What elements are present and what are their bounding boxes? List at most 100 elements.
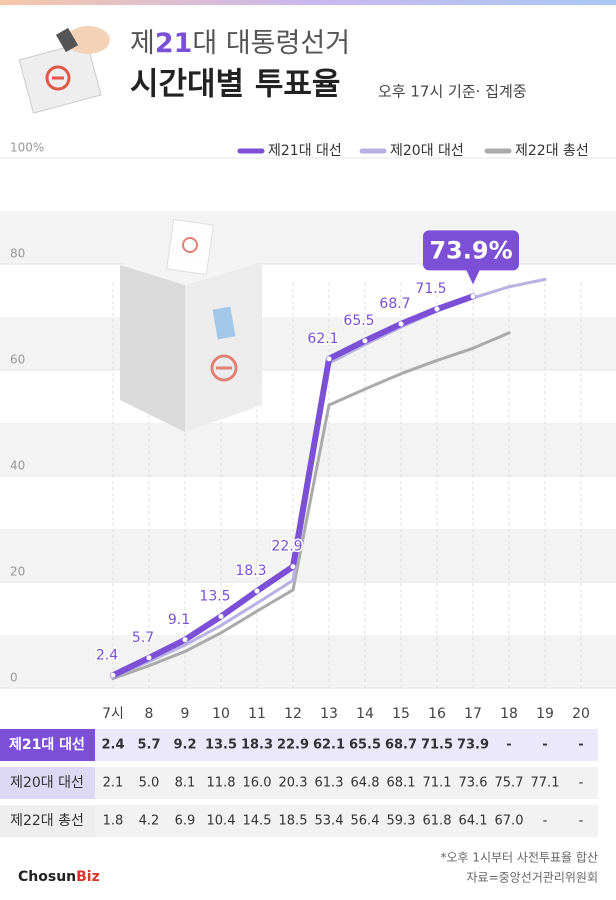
header-illustration bbox=[18, 26, 110, 114]
x-tick-label: 8 bbox=[145, 706, 154, 722]
table-cell: - bbox=[506, 738, 511, 753]
table-cell: 18.3 bbox=[241, 738, 273, 753]
title-part: 대 대통령선거 bbox=[192, 28, 350, 59]
row-label: 제21대 대선 bbox=[9, 737, 85, 753]
series-line bbox=[111, 331, 511, 680]
value-label: 62.1 bbox=[307, 331, 338, 347]
table-cell: 5.0 bbox=[139, 776, 160, 791]
x-tick-label: 12 bbox=[284, 706, 302, 722]
table-cell: - bbox=[542, 738, 547, 753]
table-cell: - bbox=[578, 738, 583, 753]
point bbox=[218, 613, 224, 619]
legend-label: 제21대 대선 bbox=[268, 143, 342, 159]
row-bg bbox=[95, 729, 598, 761]
x-tick-label: 18 bbox=[500, 706, 518, 722]
table-cell: 10.4 bbox=[207, 814, 236, 829]
x-tick-label: 16 bbox=[428, 706, 446, 722]
ballot-box bbox=[120, 218, 262, 432]
point bbox=[470, 293, 476, 299]
table-cell: 11.8 bbox=[207, 776, 236, 791]
point bbox=[326, 356, 332, 362]
y-tick-label: 0 bbox=[10, 671, 18, 685]
table-cell: 68.1 bbox=[387, 776, 416, 791]
value-label: 65.5 bbox=[343, 313, 374, 329]
table-cell: 22.9 bbox=[277, 738, 309, 753]
plot-area: 0 20 40 60 80 100% 7시 8 9 10 11 12 13 14 15 16 17 18 19 20 bbox=[0, 141, 616, 722]
legend-label: 제22대 총선 bbox=[515, 143, 589, 159]
table-cell: 20.3 bbox=[279, 776, 308, 791]
grid-band bbox=[0, 211, 616, 264]
table-cell: 61.3 bbox=[315, 776, 344, 791]
table-cell: 2.4 bbox=[101, 738, 124, 753]
point bbox=[362, 338, 368, 344]
point bbox=[254, 588, 260, 594]
x-tick-label: 14 bbox=[356, 706, 374, 722]
table-cell: 53.4 bbox=[315, 814, 344, 829]
table-cell: 1.8 bbox=[103, 814, 124, 829]
table-cell: 8.1 bbox=[175, 776, 196, 791]
y-tick-label: 80 bbox=[10, 247, 25, 261]
note: 오후 17시 기준· 집계중 bbox=[378, 83, 527, 101]
table-cell: 16.0 bbox=[243, 776, 272, 791]
point bbox=[146, 655, 152, 661]
table-cell: 2.1 bbox=[103, 776, 124, 791]
row-bg bbox=[95, 767, 598, 799]
table-cell: 68.7 bbox=[385, 738, 417, 753]
table-cell: - bbox=[579, 776, 584, 791]
grid-band bbox=[0, 317, 616, 370]
table-cell: 64.1 bbox=[459, 814, 488, 829]
title: 제21대 대통령선거 bbox=[130, 28, 350, 59]
table-cell: 62.1 bbox=[313, 738, 345, 753]
table-cell: 4.2 bbox=[139, 814, 160, 829]
grid-band bbox=[0, 529, 616, 582]
point bbox=[290, 564, 296, 570]
table-cell: 77.1 bbox=[531, 776, 560, 791]
table-cell: 5.7 bbox=[137, 738, 160, 753]
row-label: 제20대 대선 bbox=[10, 775, 84, 791]
value-label: 5.7 bbox=[132, 630, 154, 646]
table-cell: 18.5 bbox=[279, 814, 308, 829]
x-tick-label: 17 bbox=[464, 706, 482, 722]
table-cell: 65.5 bbox=[349, 738, 381, 753]
table-cell: 71.1 bbox=[423, 776, 452, 791]
point bbox=[398, 321, 404, 327]
data-table: 제21대 대선 2.4 5.7 9.2 13.5 18.3 22.9 62.1 65.5 68.7… bbox=[0, 729, 598, 837]
title-part: 제 bbox=[130, 28, 155, 59]
point bbox=[110, 672, 116, 678]
point bbox=[434, 306, 440, 312]
subtitle: 시간대별 투표율 bbox=[130, 67, 340, 103]
point bbox=[182, 637, 188, 643]
source: 자료=중앙선거관리위원회 bbox=[467, 871, 599, 885]
x-tick-label: 9 bbox=[181, 706, 190, 722]
table-cell: 56.4 bbox=[351, 814, 380, 829]
table-cell: 13.5 bbox=[205, 738, 237, 753]
x-tick-label: 10 bbox=[212, 706, 230, 722]
overlay: 제21대 대선 제20대 대선 제22대 총선 2.4 5.7 9.1 13.5 18.3 22… bbox=[94, 143, 589, 665]
top-bar bbox=[0, 0, 616, 5]
logo-part: Chosun bbox=[18, 869, 76, 885]
table-cell: 9.2 bbox=[173, 738, 196, 753]
row-label: 제22대 총선 bbox=[10, 813, 84, 829]
value-label: 18.3 bbox=[235, 563, 266, 579]
logo-part: Biz bbox=[76, 869, 100, 885]
table-cell: 64.8 bbox=[351, 776, 380, 791]
table-cell: 71.5 bbox=[421, 738, 453, 753]
logo: ChosunBiz bbox=[18, 869, 100, 885]
callout-label: 73.9% bbox=[429, 236, 512, 264]
value-label: 13.5 bbox=[199, 588, 230, 604]
x-tick-label: 13 bbox=[320, 706, 338, 722]
value-label: 71.5 bbox=[415, 281, 446, 297]
row-label-bg bbox=[0, 767, 95, 799]
row-bg bbox=[95, 805, 598, 837]
table-cell: 75.7 bbox=[495, 776, 524, 791]
table-cell: - bbox=[579, 814, 584, 829]
row-label-bg bbox=[0, 805, 95, 837]
table-cell: 61.8 bbox=[423, 814, 452, 829]
y-tick-label: 20 bbox=[10, 565, 25, 579]
value-label: 68.7 bbox=[379, 296, 410, 312]
table-cell: 73.9 bbox=[457, 738, 489, 753]
table-cell: 6.9 bbox=[175, 814, 196, 829]
callout-box bbox=[423, 230, 519, 271]
